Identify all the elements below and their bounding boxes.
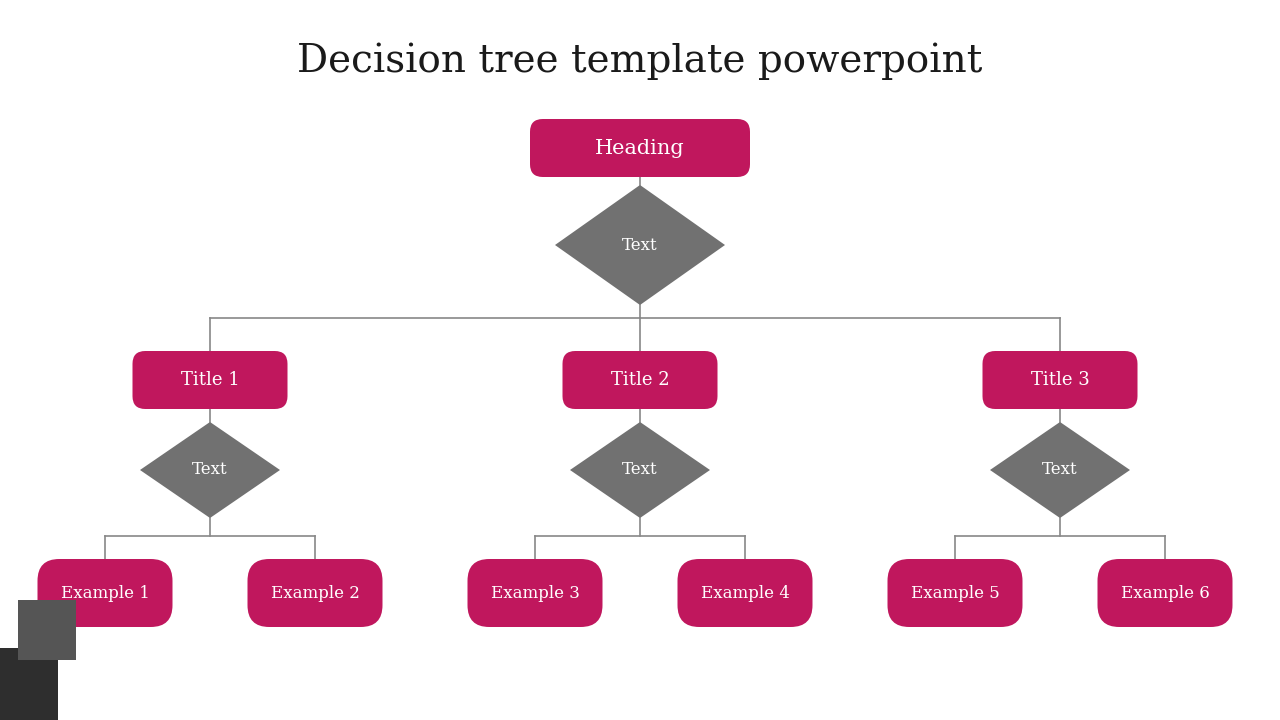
Text: Heading: Heading xyxy=(595,138,685,158)
Text: Example 5: Example 5 xyxy=(910,585,1000,601)
Text: Decision tree template powerpoint: Decision tree template powerpoint xyxy=(297,42,983,79)
Text: Text: Text xyxy=(622,236,658,253)
Text: Title 1: Title 1 xyxy=(180,371,239,389)
FancyBboxPatch shape xyxy=(983,351,1138,409)
FancyBboxPatch shape xyxy=(18,600,76,660)
Text: Text: Text xyxy=(622,462,658,479)
Text: Text: Text xyxy=(192,462,228,479)
Text: Title 2: Title 2 xyxy=(611,371,669,389)
FancyBboxPatch shape xyxy=(0,648,58,720)
FancyBboxPatch shape xyxy=(562,351,718,409)
FancyBboxPatch shape xyxy=(37,559,173,627)
Text: Text: Text xyxy=(1042,462,1078,479)
Text: Example 6: Example 6 xyxy=(1120,585,1210,601)
FancyBboxPatch shape xyxy=(530,119,750,177)
Polygon shape xyxy=(570,422,710,518)
Polygon shape xyxy=(989,422,1130,518)
FancyBboxPatch shape xyxy=(887,559,1023,627)
Text: Example 2: Example 2 xyxy=(270,585,360,601)
Text: Example 1: Example 1 xyxy=(60,585,150,601)
FancyBboxPatch shape xyxy=(467,559,603,627)
Polygon shape xyxy=(556,185,724,305)
FancyBboxPatch shape xyxy=(677,559,813,627)
FancyBboxPatch shape xyxy=(133,351,288,409)
Text: Title 3: Title 3 xyxy=(1030,371,1089,389)
Text: Example 3: Example 3 xyxy=(490,585,580,601)
Text: Example 4: Example 4 xyxy=(700,585,790,601)
Polygon shape xyxy=(140,422,280,518)
FancyBboxPatch shape xyxy=(1097,559,1233,627)
FancyBboxPatch shape xyxy=(247,559,383,627)
